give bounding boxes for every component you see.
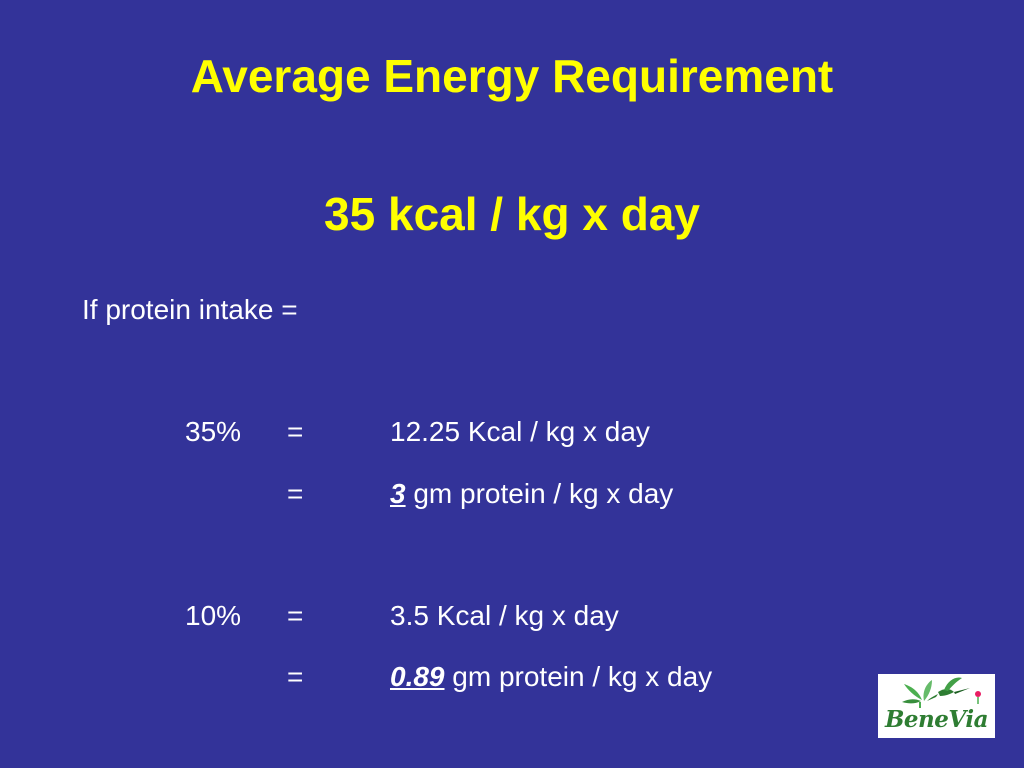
row-2-value: 3 gm protein / kg x day: [390, 476, 673, 512]
logo-text: BeneVia: [884, 706, 989, 733]
row-4-value: 0.89 gm protein / kg x day: [390, 659, 712, 695]
row-4-value-emphasis: 0.89: [390, 661, 445, 692]
row-2-value-emphasis: 3: [390, 478, 406, 509]
row-1-value: 12.25 Kcal / kg x day: [390, 414, 650, 450]
row-1-percent: 35%: [185, 416, 242, 447]
benevia-logo: BeneVia: [878, 674, 995, 738]
row-3-value-text: 3.5 Kcal / kg x day: [390, 600, 619, 631]
intro-text: If protein intake =: [82, 294, 298, 325]
row-1-value-text: 12.25 Kcal / kg x day: [390, 416, 650, 447]
row-4-value-text: gm protein / kg x day: [444, 661, 713, 692]
row-3-equals: =: [287, 600, 304, 631]
row-1-equals: =: [287, 416, 304, 447]
row-3-value: 3.5 Kcal / kg x day: [390, 598, 619, 634]
slide-subtitle: 35 kcal / kg x day: [324, 188, 700, 240]
row-3-percent: 10%: [185, 600, 242, 631]
row-2-equals: =: [287, 478, 304, 509]
row-4-equals: =: [287, 661, 304, 692]
slide-title: Average Energy Requirement: [190, 50, 834, 102]
hummingbird-icon: [902, 677, 981, 708]
row-2-value-text: gm protein / kg x day: [405, 478, 674, 509]
